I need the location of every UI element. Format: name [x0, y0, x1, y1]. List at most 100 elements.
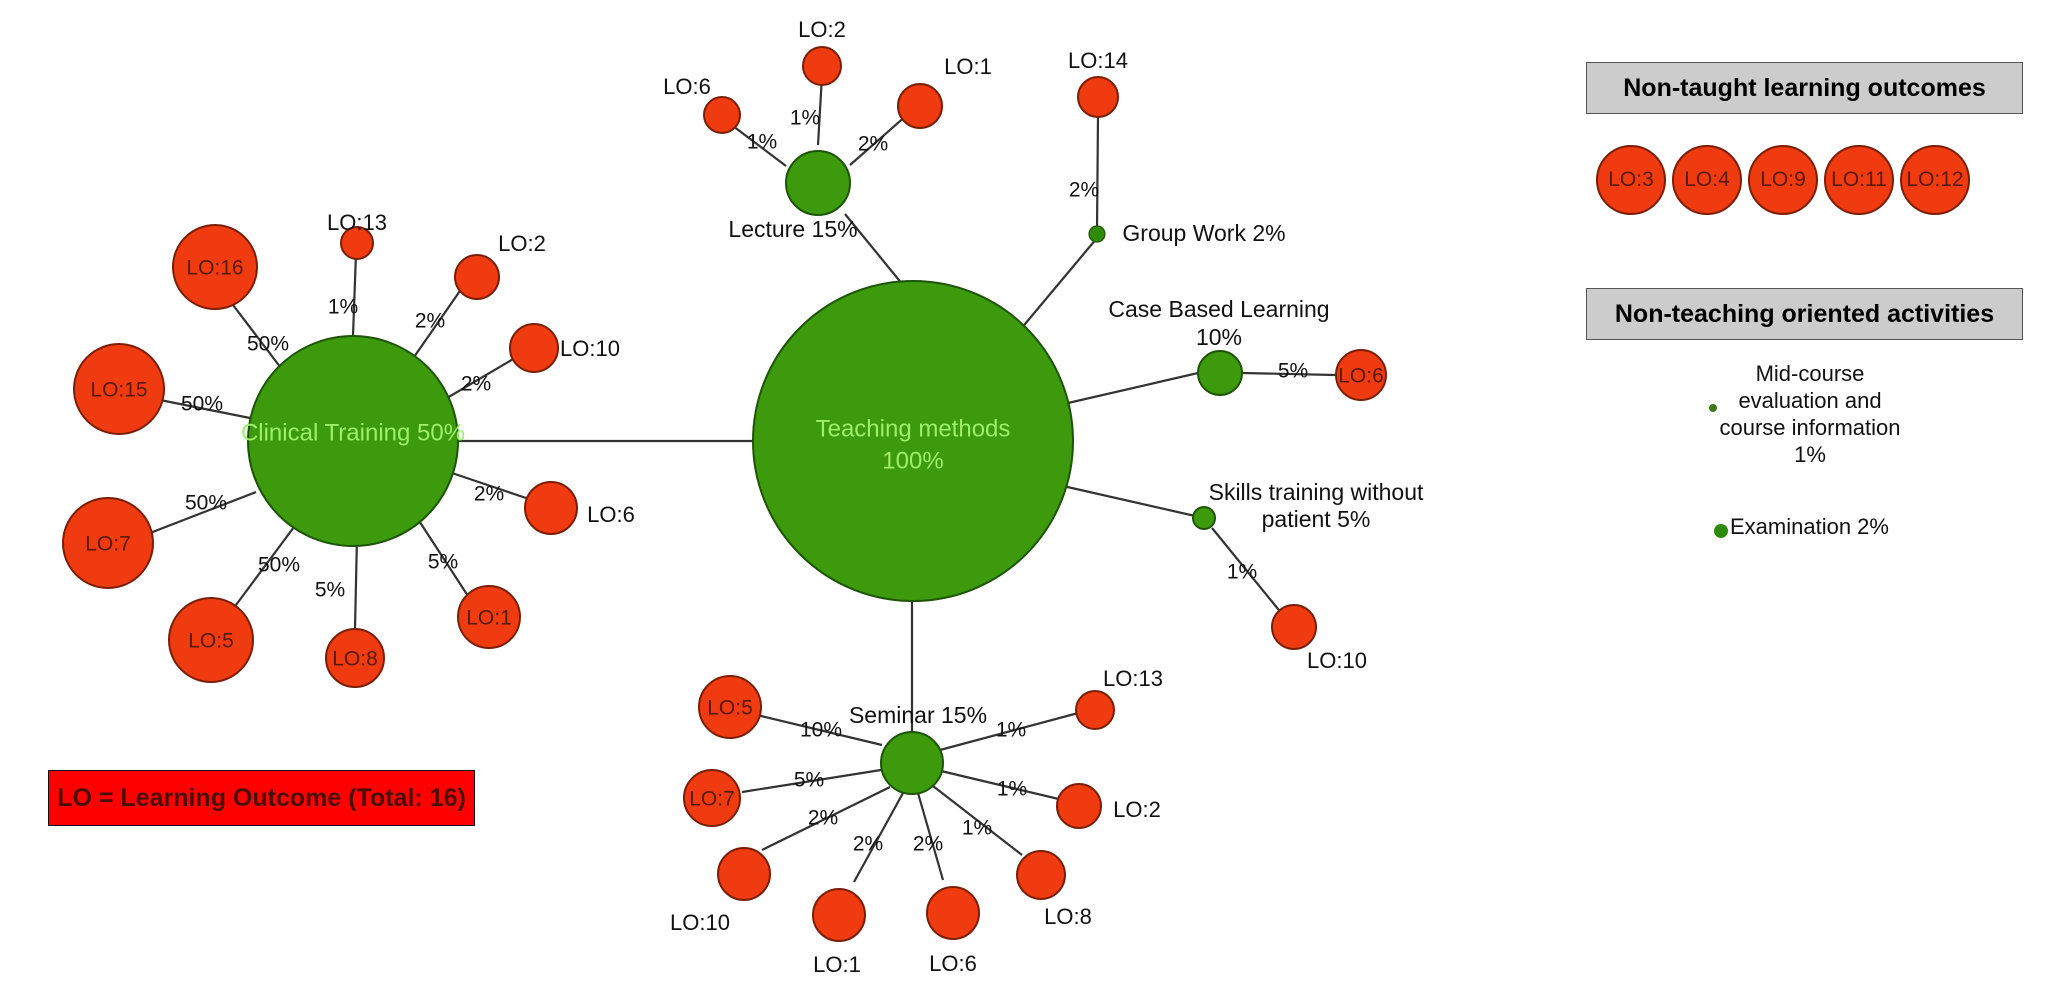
pct-seminar-lo7: 5%	[794, 769, 824, 792]
node-lo-10-skills[interactable]	[1271, 604, 1317, 650]
pct-clinical-lo15: 50%	[181, 393, 223, 416]
legend-lo-11[interactable]: LO:11	[1824, 145, 1894, 215]
edge-teaching-to-skills	[1062, 484, 1205, 520]
label-lo-6-lecture: LO:6	[663, 74, 711, 99]
pct-seminar-lo2: 1%	[997, 778, 1027, 801]
legend-non-taught-title: Non-taught learning outcomes	[1586, 62, 2023, 114]
label-lo-5-seminar: LO:5	[707, 697, 753, 720]
cluster-seminar: Seminar 15% LO:5 10% LO:7 5% LO:10 2% LO…	[670, 666, 1163, 977]
node-lo-13-clinical[interactable]	[340, 226, 374, 260]
node-lo-7-seminar[interactable]	[683, 769, 741, 827]
node-case-based-learning[interactable]	[1197, 350, 1243, 396]
legend-midcourse-activity: Mid-course evaluation and course informa…	[1660, 360, 1960, 468]
cluster-lecture: Lecture 15% LO:6 1% LO:2 1% LO:1 2%	[663, 17, 992, 242]
pct-clinical-lo6: 2%	[474, 483, 504, 506]
edge-seminar-lo1	[853, 792, 904, 883]
edge-seminar-lo7	[741, 768, 882, 794]
edge-lecture-lo2	[816, 74, 824, 146]
label-lo-7-clinical: LO:7	[85, 533, 131, 556]
node-lo-1-seminar[interactable]	[812, 888, 866, 942]
node-lo-8-seminar[interactable]	[1016, 850, 1066, 900]
legend-lo-3[interactable]: LO:3	[1596, 145, 1666, 215]
node-lo-5-seminar[interactable]	[698, 675, 762, 739]
node-lo-14-groupwork[interactable]	[1077, 76, 1119, 118]
edge-clinical-lo7	[149, 490, 257, 535]
node-lo-2-seminar[interactable]	[1056, 783, 1102, 829]
edge-clinical-lo16	[232, 304, 282, 369]
midcourse-bullet-icon	[1709, 404, 1717, 412]
node-lo-10-clinical[interactable]	[509, 323, 559, 373]
node-teaching-methods-line2: 100%	[882, 447, 943, 474]
pct-seminar-lo8: 1%	[962, 817, 992, 840]
node-lo-1-clinical[interactable]	[457, 585, 521, 649]
label-lo-2-lecture: LO:2	[798, 17, 846, 42]
legend-non-taught-list: LO:3 LO:4 LO:9 LO:11 LO:12	[1596, 140, 2016, 220]
legend-midcourse-line3: course information	[1719, 415, 1901, 440]
legend-lo-4[interactable]: LO:4	[1672, 145, 1742, 215]
node-skills-training[interactable]	[1192, 506, 1216, 530]
label-lo-16-clinical: LO:16	[186, 257, 243, 280]
legend-midcourse-line1: Mid-course	[1755, 361, 1865, 386]
edge-seminar-lo10	[761, 786, 891, 851]
pct-clinical-lo8: 5%	[315, 579, 345, 602]
node-lo-10-seminar[interactable]	[717, 847, 771, 901]
pct-clinical-lo7: 50%	[185, 492, 227, 515]
label-lo-2-clinical: LO:2	[498, 231, 546, 256]
node-lo-5-clinical[interactable]	[168, 597, 254, 683]
node-group-work[interactable]	[1088, 225, 1106, 243]
edges-clinical	[149, 252, 533, 630]
label-lo-6-seminar: LO:6	[929, 951, 977, 976]
node-lo-6-seminar[interactable]	[926, 886, 980, 940]
pct-clinical-lo13: 1%	[328, 296, 358, 319]
node-teaching-methods[interactable]	[752, 280, 1074, 602]
pct-seminar-lo1: 2%	[853, 833, 883, 856]
node-seminar[interactable]	[880, 731, 944, 795]
pct-skills-lo10: 1%	[1227, 561, 1257, 584]
node-lo-7-clinical[interactable]	[62, 497, 154, 589]
node-lo-8-clinical[interactable]	[325, 628, 385, 688]
label-lo-10-clinical: LO:10	[560, 336, 620, 361]
node-group-work-label: Group Work 2%	[1122, 220, 1285, 246]
node-clinical-training-label: Clinical Training 50%	[241, 419, 465, 446]
node-lo-6-lecture[interactable]	[703, 96, 741, 134]
legend-non-teaching-title: Non-teaching oriented activities	[1586, 288, 2023, 340]
label-lo-10-seminar: LO:10	[670, 910, 730, 935]
label-lo-10-skills: LO:10	[1307, 648, 1367, 673]
legend-lo-12[interactable]: LO:12	[1900, 145, 1970, 215]
edge-clinical-lo1	[413, 512, 469, 597]
node-lecture[interactable]	[785, 150, 851, 216]
node-lo-2-clinical[interactable]	[454, 254, 500, 300]
node-seminar-label: Seminar 15%	[849, 702, 987, 728]
node-lo-13-seminar[interactable]	[1075, 690, 1115, 730]
legend-lo-9[interactable]: LO:9	[1748, 145, 1818, 215]
label-lo-15-clinical: LO:15	[90, 379, 147, 402]
edge-seminar-lo8	[932, 785, 1023, 856]
node-lo-6-clinical[interactable]	[524, 481, 578, 535]
node-lo-2-lecture[interactable]	[802, 46, 842, 86]
pct-lecture-lo1: 2%	[858, 133, 888, 156]
node-cbl-line1: Case Based Learning	[1108, 296, 1329, 322]
label-lo-14-groupwork: LO:14	[1068, 48, 1128, 73]
legend-examination-activity: Examination 2%	[1730, 514, 1889, 539]
edge-teaching-to-lecture	[844, 213, 904, 286]
edge-skills-lo10	[1211, 527, 1288, 621]
label-lo-13-clinical: LO:13	[327, 210, 387, 235]
pct-seminar-lo5: 10%	[800, 719, 842, 742]
node-lo-16-clinical[interactable]	[172, 224, 258, 310]
legend-midcourse-line4: 1%	[1794, 442, 1826, 467]
node-clinical-training[interactable]	[247, 335, 459, 547]
node-lo-1-lecture[interactable]	[897, 83, 943, 129]
node-lo-15-clinical[interactable]	[73, 343, 165, 435]
node-teaching-methods-line1: Teaching methods	[816, 415, 1011, 442]
label-lo-13-seminar: LO:13	[1103, 666, 1163, 691]
edges-other	[1095, 115, 1336, 621]
edge-clinical-lo5	[229, 526, 295, 614]
pct-clinical-lo16: 50%	[247, 333, 289, 356]
edge-groupwork-lo14	[1095, 115, 1100, 231]
node-lecture-label: Lecture 15%	[728, 216, 857, 242]
legend-midcourse-line2: evaluation and	[1738, 388, 1882, 413]
edge-lecture-lo1	[849, 114, 908, 166]
node-lo-6-cbl[interactable]	[1335, 349, 1387, 401]
edges-hub	[458, 213, 1205, 733]
